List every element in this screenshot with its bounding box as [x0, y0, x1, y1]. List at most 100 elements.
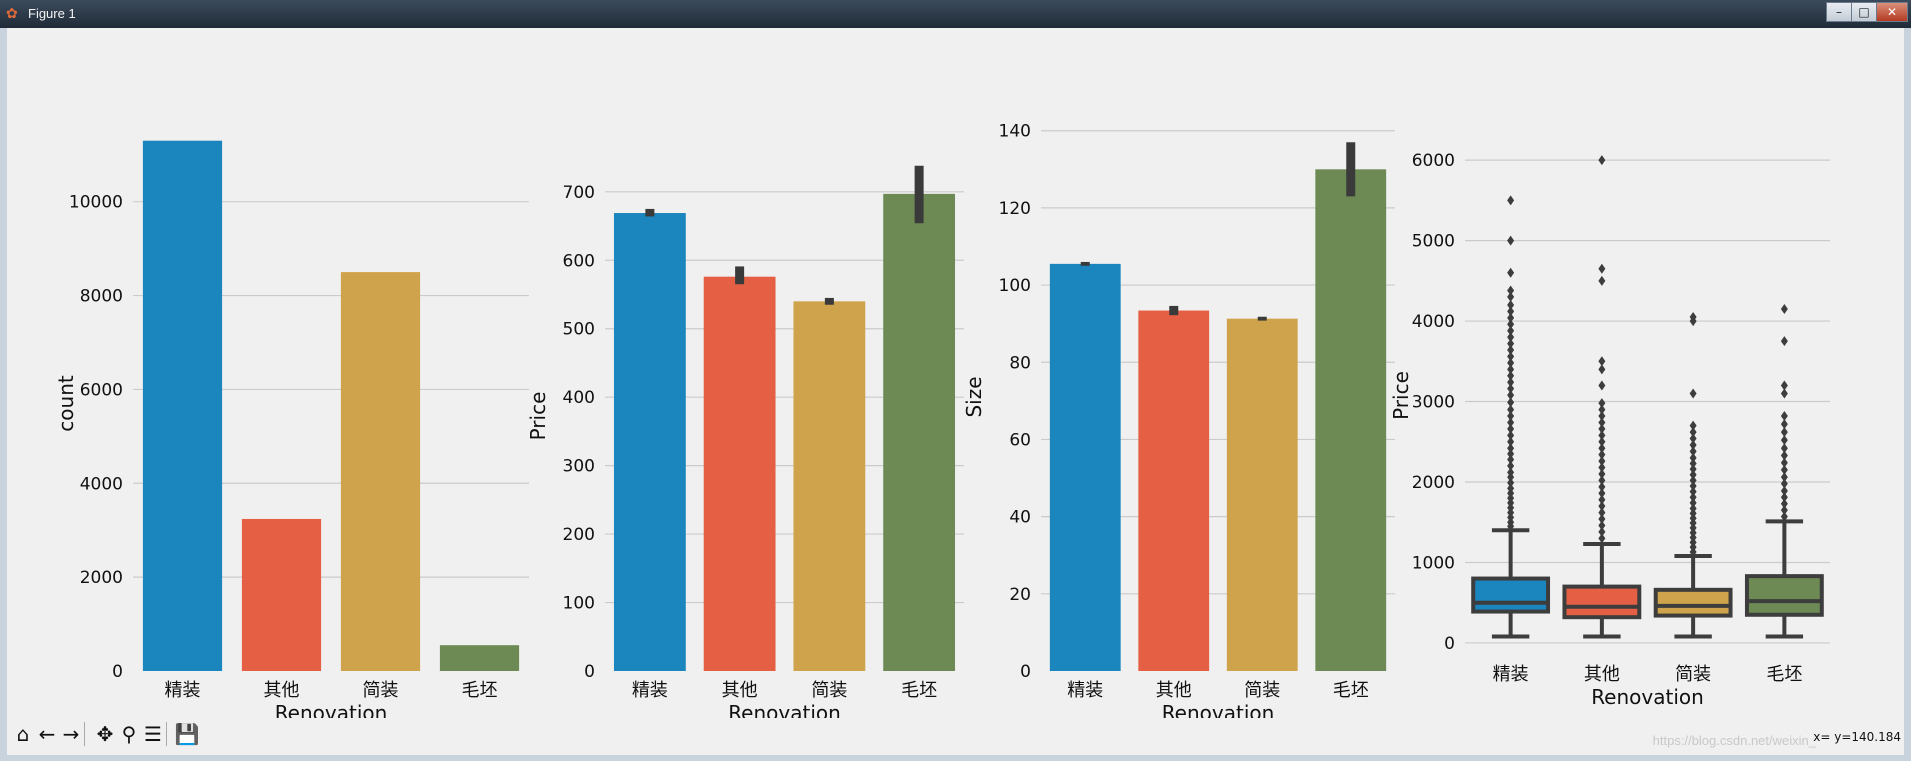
- outlier-point: [1689, 503, 1697, 514]
- subplot-2: 0 100 200 300 400 500 600 700 精装 其他 简装 毛坯 Renovation…: [526, 165, 964, 718]
- outlier-point: [1689, 420, 1697, 431]
- title-bar[interactable]: ✿ Figure 1 – □ ✕: [0, 0, 1911, 28]
- outlier-point: [1507, 364, 1515, 375]
- outlier-point: [1780, 388, 1788, 399]
- outlier-point: [1598, 488, 1606, 499]
- outlier-point: [1507, 443, 1515, 454]
- y-axis-label: Size: [962, 376, 986, 417]
- outlier-point: [1507, 325, 1515, 336]
- subplot-4: 0 1000 2000 3000 4000 5000 6000 精装 其他 简装 毛坯 Renovat…: [1389, 151, 1830, 709]
- y-tick-label: 0: [584, 662, 595, 682]
- y-tick-label: 4000: [80, 474, 123, 494]
- close-button[interactable]: ✕: [1876, 2, 1908, 22]
- y-axis-label: count: [54, 375, 78, 432]
- y-axis-label: Price: [1389, 371, 1413, 420]
- bar: [142, 140, 223, 671]
- outlier-point: [1507, 291, 1515, 302]
- outlier-point: [1507, 299, 1515, 310]
- x-tick-label: 毛坯: [462, 680, 498, 701]
- toolbar-separator: [84, 722, 85, 746]
- outlier-point: [1598, 507, 1606, 518]
- outlier-point: [1689, 433, 1697, 444]
- outlier-point: [1507, 285, 1515, 296]
- x-tick-label: 毛坯: [1766, 664, 1802, 685]
- outlier-point: [1780, 427, 1788, 438]
- back-icon[interactable]: ←: [38, 722, 56, 746]
- outlier-point: [1598, 456, 1606, 467]
- window-frame-bottom: [0, 755, 1911, 761]
- outlier-point: [1598, 364, 1606, 375]
- outlier-point: [1598, 462, 1606, 473]
- maximize-button[interactable]: □: [1851, 2, 1877, 22]
- bar: [340, 272, 421, 671]
- outlier-point: [1507, 417, 1515, 428]
- outlier-point: [1507, 235, 1515, 246]
- y-tick-label: 1000: [1412, 553, 1455, 573]
- bar: [883, 193, 956, 671]
- y-tick-label: 5000: [1412, 232, 1455, 252]
- outlier-point: [1780, 464, 1788, 475]
- outlier-point: [1507, 423, 1515, 434]
- outlier-point: [1598, 526, 1606, 537]
- x-axis-label: Renovation: [1591, 685, 1704, 709]
- bar: [1049, 263, 1121, 671]
- x-tick-label: 简装: [363, 680, 399, 701]
- y-tick-label: 0: [1020, 662, 1031, 682]
- outlier-point: [1507, 338, 1515, 349]
- outlier-point: [1780, 498, 1788, 509]
- bar: [439, 645, 520, 671]
- outlier-point: [1598, 430, 1606, 441]
- outlier-point: [1598, 514, 1606, 525]
- save-icon[interactable]: 💾: [174, 722, 200, 746]
- outlier-point: [1507, 436, 1515, 447]
- outlier-point: [1598, 263, 1606, 274]
- outlier-point: [1598, 275, 1606, 286]
- outlier-point: [1780, 457, 1788, 468]
- x-tick-label: 其他: [264, 680, 300, 701]
- x-tick-label: 精装: [1067, 680, 1103, 701]
- outlier-point: [1598, 380, 1606, 391]
- window-frame-left: [0, 28, 7, 761]
- home-icon[interactable]: ⌂: [16, 722, 30, 746]
- bar: [1138, 310, 1210, 671]
- zoom-icon[interactable]: ⚲: [121, 722, 137, 746]
- x-tick-label: 其他: [722, 680, 758, 701]
- outlier-point: [1598, 404, 1606, 415]
- forward-icon[interactable]: →: [62, 722, 80, 746]
- box: [1471, 576, 1551, 614]
- configure-subplots-icon[interactable]: ☰: [144, 722, 162, 746]
- outlier-point: [1689, 475, 1697, 486]
- outlier-point: [1689, 458, 1697, 469]
- outlier-point: [1598, 468, 1606, 479]
- toolbar-separator: [166, 722, 167, 746]
- x-axis-label: Renovation: [1162, 701, 1275, 718]
- outlier-point: [1507, 377, 1515, 388]
- outlier-point: [1507, 477, 1515, 488]
- outlier-point: [1507, 370, 1515, 381]
- outlier-point: [1507, 383, 1515, 394]
- outlier-point: [1598, 155, 1606, 166]
- pan-icon[interactable]: ✥: [96, 722, 114, 746]
- outlier-point: [1507, 397, 1515, 408]
- outlier-point: [1780, 450, 1788, 461]
- outlier-point: [1507, 448, 1515, 459]
- outlier-point: [1598, 501, 1606, 512]
- outlier-point: [1689, 464, 1697, 475]
- x-tick-label: 其他: [1156, 680, 1192, 701]
- outlier-point: [1507, 319, 1515, 330]
- y-tick-label: 120: [999, 199, 1031, 219]
- outlier-point: [1598, 481, 1606, 492]
- minimize-button[interactable]: –: [1826, 2, 1852, 22]
- outlier-point: [1780, 380, 1788, 391]
- outlier-point: [1689, 469, 1697, 480]
- y-tick-label: 6000: [80, 380, 123, 400]
- y-tick-label: 20: [1009, 585, 1031, 605]
- x-tick-label: 毛坯: [1333, 680, 1369, 701]
- bar: [1226, 318, 1298, 671]
- y-tick-label: 140: [999, 122, 1031, 142]
- outlier-point: [1598, 494, 1606, 505]
- outlier-point: [1598, 417, 1606, 428]
- outlier-point: [1598, 356, 1606, 367]
